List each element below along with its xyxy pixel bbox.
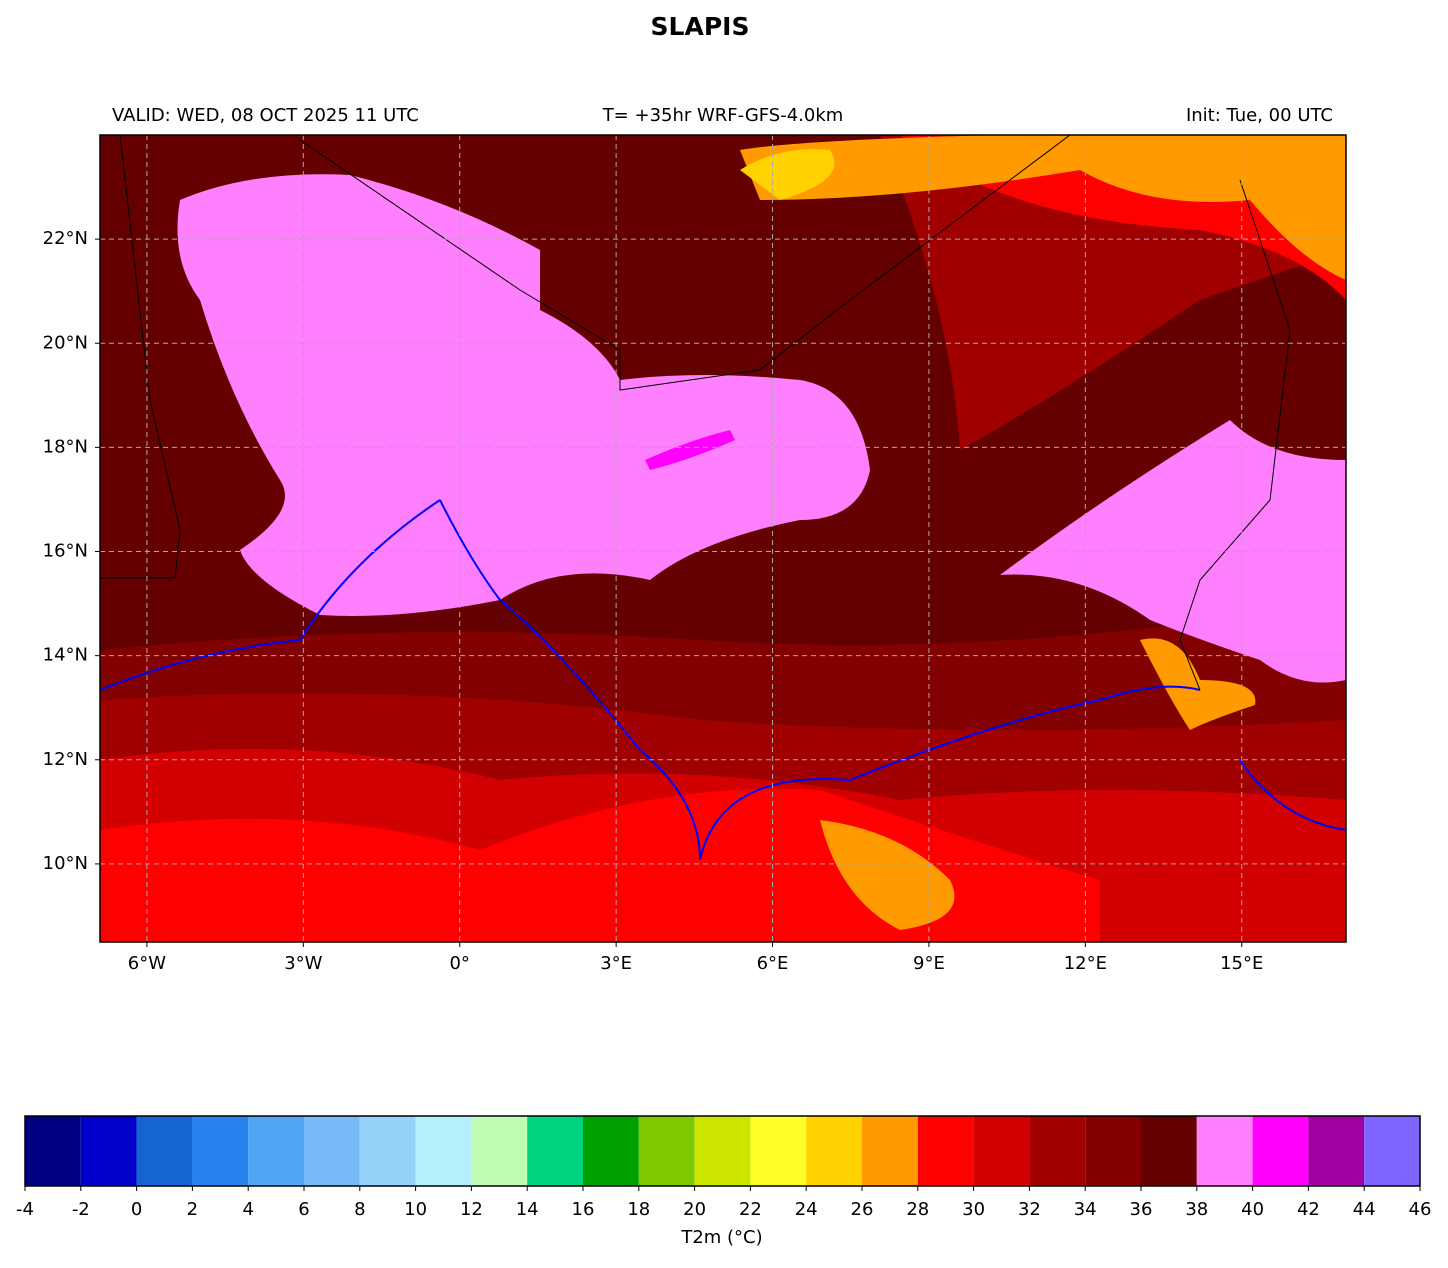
colorbar-segment	[527, 1116, 583, 1186]
colorbar-segment	[973, 1116, 1030, 1186]
colorbar-tick-label: 46	[1409, 1199, 1432, 1220]
forecast-hour: T= +35hr WRF-GFS-4.0km	[602, 105, 844, 126]
y-tick-label: 12°N	[43, 749, 88, 770]
colorbar-segment	[583, 1116, 639, 1186]
colorbar-tick-label: 4	[242, 1199, 253, 1220]
colorbar-segment	[1308, 1116, 1365, 1186]
y-tick-label: 14°N	[43, 645, 88, 666]
colorbar-tick-label: 6	[298, 1199, 309, 1220]
x-tick-label: 9°E	[913, 953, 945, 974]
colorbar-segment	[415, 1116, 472, 1186]
x-tick-label: 6°E	[757, 953, 789, 974]
temperature-field	[100, 135, 1346, 942]
colorbar-segment	[136, 1116, 193, 1186]
colorbar-segment	[1085, 1116, 1141, 1186]
colorbar-tick-label: 32	[1018, 1199, 1041, 1220]
colorbar-tick-label: 0	[131, 1199, 142, 1220]
colorbar-frame	[24, 1115, 1421, 1187]
colorbar-tick-label: 38	[1185, 1199, 1208, 1220]
colorbar-tick-label: 12	[460, 1199, 483, 1220]
x-tick-label: 12°E	[1064, 953, 1107, 974]
colorbar-segment	[917, 1116, 974, 1186]
colorbar-tick-label: 2	[187, 1199, 198, 1220]
colorbar-tick-label: 30	[962, 1199, 985, 1220]
colorbar-segment	[638, 1116, 695, 1186]
colorbar-segment	[1252, 1116, 1309, 1186]
colorbar-segment	[471, 1116, 528, 1186]
x-tick-label: 15°E	[1220, 953, 1263, 974]
colorbar-segment	[1196, 1116, 1253, 1186]
colorbar-segment	[806, 1116, 862, 1186]
valid-time: VALID: WED, 08 OCT 2025 11 UTC	[112, 105, 419, 126]
map-frame	[99, 134, 1347, 943]
colorbar-tick-label: 34	[1074, 1199, 1097, 1220]
colorbar-tick-label: 16	[572, 1199, 595, 1220]
colorbar-tick-label: 20	[683, 1199, 706, 1220]
colorbar-tick-label: -4	[16, 1199, 34, 1220]
colorbar-tick-label: 28	[906, 1199, 929, 1220]
colorbar-tick-label: 26	[851, 1199, 874, 1220]
colorbar-label: T2m (°C)	[680, 1227, 762, 1248]
colorbar-tick-label: 36	[1130, 1199, 1153, 1220]
y-tick-label: 18°N	[43, 436, 88, 457]
colorbar-segment	[694, 1116, 751, 1186]
colorbar-segment	[80, 1116, 137, 1186]
y-tick-label: 20°N	[43, 332, 88, 353]
colorbar-tick-label: 24	[795, 1199, 818, 1220]
colorbar-segment	[304, 1116, 360, 1186]
title: SLAPIS	[651, 12, 750, 41]
colorbar-tick-label: 44	[1353, 1199, 1376, 1220]
colorbar-segment	[862, 1116, 918, 1186]
colorbar-segment	[359, 1116, 416, 1186]
y-tick-label: 10°N	[43, 853, 88, 874]
x-tick-label: 3°E	[600, 953, 632, 974]
y-tick-label: 16°N	[43, 541, 88, 562]
x-tick-label: 3°W	[284, 953, 322, 974]
colorbar-tick-label: 42	[1297, 1199, 1320, 1220]
y-tick-label: 22°N	[43, 228, 88, 249]
colorbar-segment	[25, 1116, 81, 1186]
colorbar-segment	[1141, 1116, 1197, 1186]
x-tick-label: 6°W	[128, 953, 166, 974]
colorbar-segment	[248, 1116, 304, 1186]
init-time: Init: Tue, 00 UTC	[1186, 105, 1333, 126]
colorbar-tick-label: 18	[627, 1199, 650, 1220]
colorbar-segment	[192, 1116, 249, 1186]
colorbar-tick-label: 10	[404, 1199, 427, 1220]
colorbar-tick-label: 14	[516, 1199, 539, 1220]
graticule	[100, 135, 1346, 942]
colorbar-segment	[1364, 1116, 1420, 1186]
colorbar-segment	[750, 1116, 807, 1186]
colorbar-tick-label: 40	[1241, 1199, 1264, 1220]
x-tick-label: 0°	[449, 953, 469, 974]
colorbar-segment	[1029, 1116, 1086, 1186]
colorbar-tick-label: 8	[354, 1199, 365, 1220]
colorbar-tick-label: 22	[739, 1199, 762, 1220]
colorbar-tick-label: -2	[72, 1199, 90, 1220]
